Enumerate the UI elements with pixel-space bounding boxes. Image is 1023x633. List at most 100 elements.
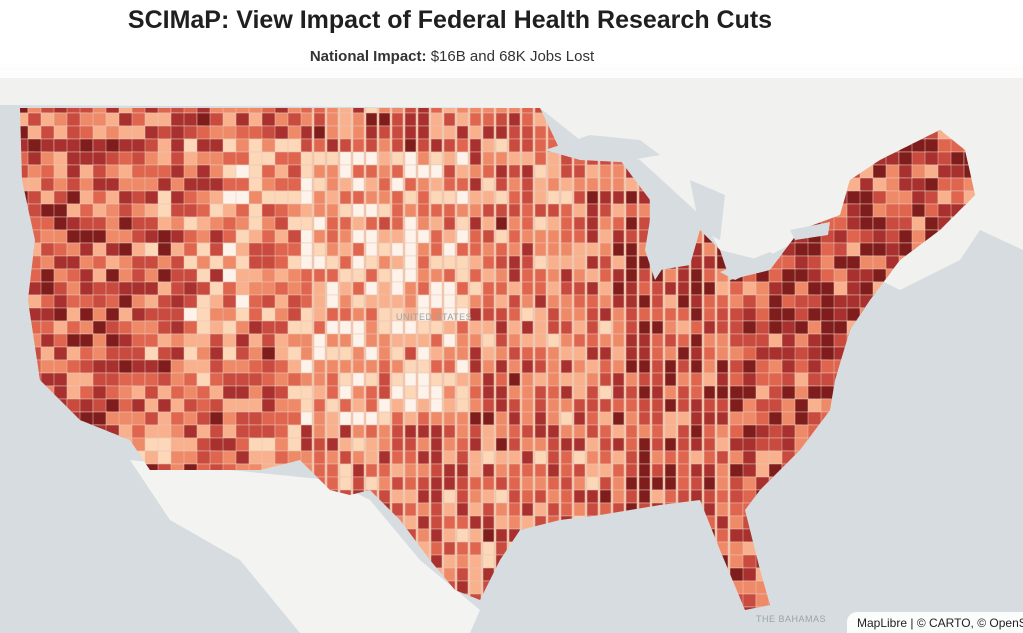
county[interactable] bbox=[391, 255, 404, 270]
county[interactable] bbox=[599, 450, 612, 465]
county[interactable] bbox=[339, 450, 352, 465]
county[interactable] bbox=[183, 138, 198, 153]
county[interactable] bbox=[430, 164, 443, 179]
county[interactable] bbox=[937, 177, 952, 192]
county[interactable] bbox=[716, 450, 729, 465]
county[interactable] bbox=[521, 138, 534, 153]
county[interactable] bbox=[469, 359, 482, 374]
county[interactable] bbox=[521, 125, 534, 140]
county[interactable] bbox=[521, 112, 534, 127]
county[interactable] bbox=[508, 320, 521, 335]
county[interactable] bbox=[300, 255, 313, 270]
county[interactable] bbox=[612, 216, 625, 231]
county[interactable] bbox=[651, 398, 664, 413]
county[interactable] bbox=[612, 437, 625, 452]
county[interactable] bbox=[430, 229, 443, 244]
county[interactable] bbox=[586, 190, 599, 205]
county[interactable] bbox=[378, 346, 391, 361]
county[interactable] bbox=[560, 385, 573, 400]
county[interactable] bbox=[300, 138, 313, 153]
county[interactable] bbox=[703, 489, 716, 504]
county[interactable] bbox=[326, 216, 339, 231]
county[interactable] bbox=[365, 294, 378, 309]
county[interactable] bbox=[586, 229, 599, 244]
county[interactable] bbox=[40, 164, 56, 179]
county[interactable] bbox=[573, 177, 586, 192]
county[interactable] bbox=[300, 346, 313, 361]
county[interactable] bbox=[118, 411, 134, 426]
county[interactable] bbox=[612, 463, 625, 478]
county[interactable] bbox=[313, 190, 326, 205]
county[interactable] bbox=[508, 333, 521, 348]
county[interactable] bbox=[118, 320, 133, 335]
county[interactable] bbox=[677, 320, 690, 335]
county[interactable] bbox=[352, 450, 365, 465]
county[interactable] bbox=[508, 411, 521, 426]
county[interactable] bbox=[651, 424, 664, 439]
county[interactable] bbox=[768, 411, 783, 426]
county[interactable] bbox=[365, 138, 378, 153]
county[interactable] bbox=[391, 463, 404, 478]
county[interactable] bbox=[365, 359, 378, 374]
county[interactable] bbox=[586, 385, 599, 400]
county[interactable] bbox=[573, 437, 586, 452]
county[interactable] bbox=[430, 242, 443, 257]
county[interactable] bbox=[365, 385, 378, 400]
county[interactable] bbox=[586, 359, 599, 374]
county[interactable] bbox=[339, 294, 352, 309]
county[interactable] bbox=[391, 229, 404, 244]
county[interactable] bbox=[534, 437, 547, 452]
county[interactable] bbox=[521, 411, 534, 426]
county[interactable] bbox=[482, 528, 495, 543]
county[interactable] bbox=[482, 398, 495, 413]
county[interactable] bbox=[768, 398, 783, 413]
county[interactable] bbox=[417, 385, 430, 400]
county[interactable] bbox=[703, 437, 716, 452]
county[interactable] bbox=[573, 385, 586, 400]
county[interactable] bbox=[521, 203, 534, 218]
county[interactable] bbox=[820, 385, 835, 400]
county[interactable] bbox=[690, 320, 703, 335]
county[interactable] bbox=[495, 307, 508, 322]
county[interactable] bbox=[716, 307, 729, 322]
county[interactable] bbox=[313, 411, 326, 426]
county[interactable] bbox=[456, 320, 469, 335]
county[interactable] bbox=[352, 242, 365, 257]
county[interactable] bbox=[456, 476, 469, 491]
county[interactable] bbox=[430, 515, 443, 530]
county[interactable] bbox=[586, 476, 599, 491]
county[interactable] bbox=[508, 450, 521, 465]
county[interactable] bbox=[625, 320, 638, 335]
county[interactable] bbox=[430, 541, 443, 556]
county[interactable] bbox=[417, 502, 430, 517]
county[interactable] bbox=[664, 359, 677, 374]
county[interactable] bbox=[456, 255, 469, 270]
county[interactable] bbox=[638, 424, 651, 439]
county[interactable] bbox=[521, 424, 534, 439]
county[interactable] bbox=[391, 476, 404, 491]
county[interactable] bbox=[612, 411, 625, 426]
county[interactable] bbox=[534, 138, 547, 153]
county[interactable] bbox=[443, 463, 456, 478]
county[interactable] bbox=[625, 281, 638, 296]
county[interactable] bbox=[456, 528, 469, 543]
county[interactable] bbox=[482, 333, 495, 348]
county[interactable] bbox=[677, 294, 690, 309]
county[interactable] bbox=[716, 515, 729, 530]
county[interactable] bbox=[859, 190, 874, 205]
county[interactable] bbox=[209, 372, 224, 387]
county[interactable] bbox=[521, 229, 534, 244]
county[interactable] bbox=[547, 190, 560, 205]
county[interactable] bbox=[313, 138, 326, 153]
county[interactable] bbox=[547, 359, 560, 374]
county[interactable] bbox=[456, 164, 469, 179]
county[interactable] bbox=[326, 307, 339, 322]
county[interactable] bbox=[417, 450, 430, 465]
county[interactable] bbox=[833, 242, 848, 257]
county[interactable] bbox=[703, 450, 716, 465]
county[interactable] bbox=[560, 203, 573, 218]
county[interactable] bbox=[339, 398, 352, 413]
county[interactable] bbox=[560, 242, 573, 257]
county[interactable] bbox=[235, 138, 250, 153]
county[interactable] bbox=[326, 164, 339, 179]
